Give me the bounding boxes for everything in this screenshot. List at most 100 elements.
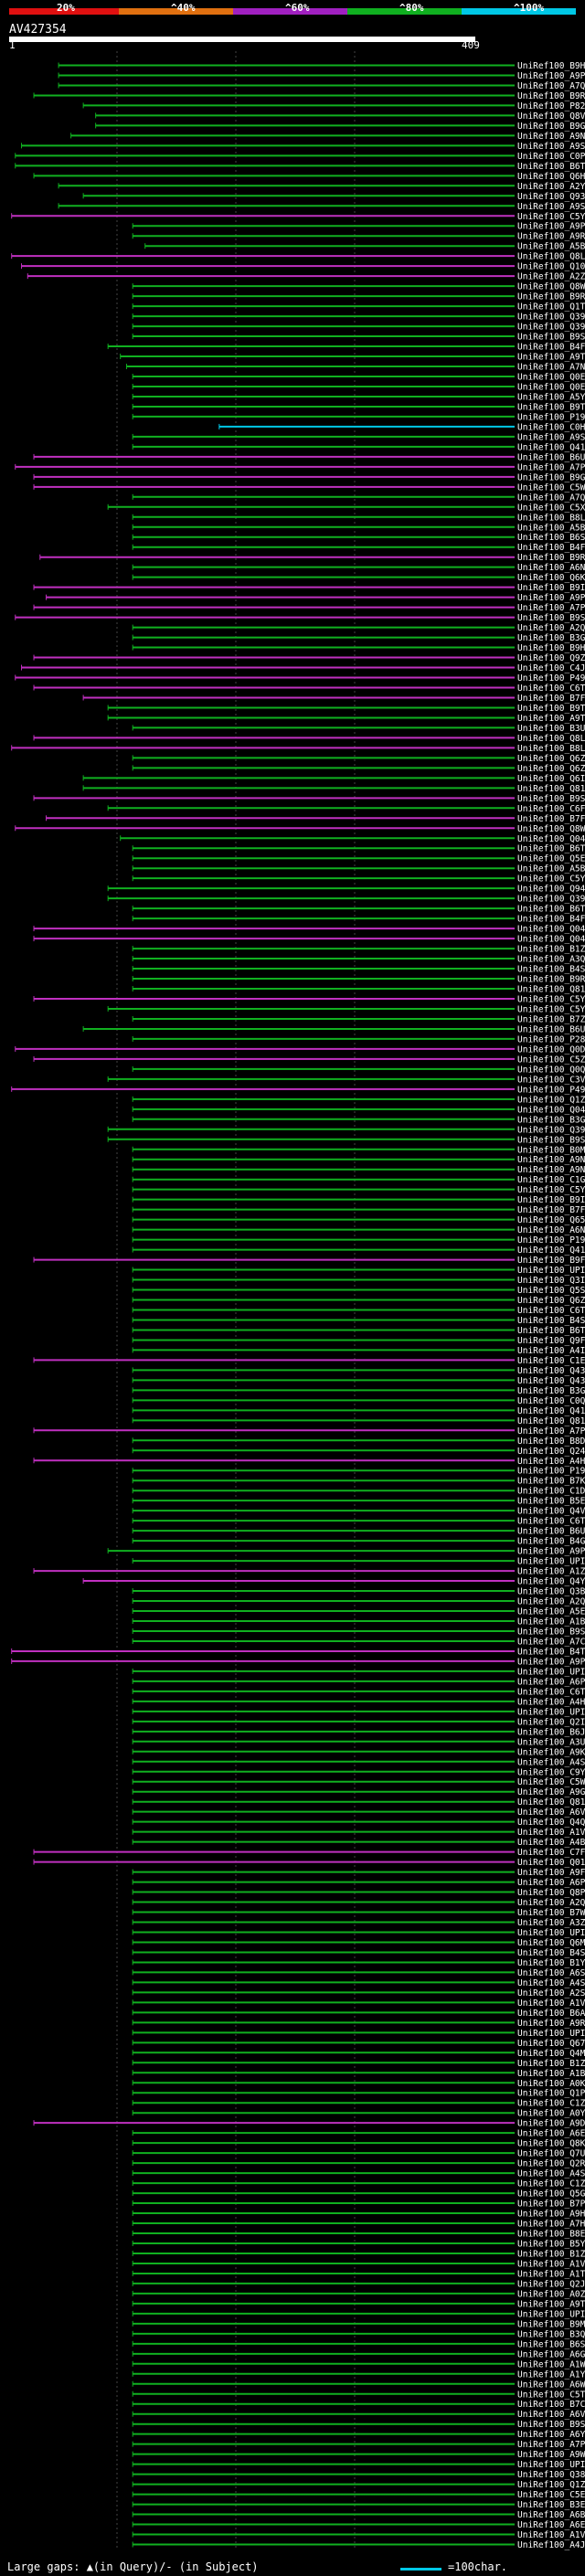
hit-row[interactable]: UniRef100_Q8WZ14 xyxy=(15,824,585,834)
hit-label[interactable]: UniRef100_B1ZWY3 xyxy=(517,945,585,955)
hit-row[interactable]: UniRef100_Q81989 xyxy=(82,784,585,794)
hit-row[interactable]: UniRef100_B4F8L8 xyxy=(132,915,585,925)
hit-label[interactable]: UniRef100_B9I318 xyxy=(517,1195,585,1205)
hit-label[interactable]: UniRef100_C1E5H3 xyxy=(517,1356,585,1366)
hit-label[interactable]: UniRef100_A6W8D4 xyxy=(517,2380,585,2390)
hit-row[interactable]: UniRef100_A1YHK1 xyxy=(132,2369,585,2380)
hit-label[interactable]: UniRef100_B9RHH4 xyxy=(517,91,585,101)
hit-label[interactable]: UniRef100_Q0Q653 xyxy=(517,1065,585,1075)
hit-label[interactable]: UniRef100_C5YSU3 xyxy=(517,1185,585,1195)
hit-row[interactable]: UniRef100_Q9ZUU4 xyxy=(33,653,585,663)
hit-row[interactable]: UniRef100_B8LMB6 xyxy=(11,744,585,754)
hit-row[interactable]: UniRef100_C6TIJ0 xyxy=(132,1306,585,1316)
hit-label[interactable]: UniRef100_B4SD48 xyxy=(517,1316,585,1326)
hit-row[interactable]: UniRef100_B1ZNU4 xyxy=(132,2249,585,2259)
hit-label[interactable]: UniRef100_C6F119 xyxy=(517,804,585,814)
hit-label[interactable]: UniRef100_B3GND9 xyxy=(517,1386,585,1396)
hit-row[interactable]: UniRef100_B1ZUC2 xyxy=(132,2059,585,2069)
hit-row[interactable]: UniRef100_A4SL06 xyxy=(132,1757,585,1767)
hit-label[interactable]: UniRef100_Q39062 xyxy=(517,313,585,323)
hit-label[interactable]: UniRef100_Q6H443 xyxy=(517,172,585,182)
hit-row[interactable]: UniRef100_B4FMY7 xyxy=(132,543,585,553)
hit-row[interactable]: UniRef100_C3V134 xyxy=(107,1075,585,1085)
hit-label[interactable]: UniRef100_B1ZNU4 xyxy=(517,2249,585,2259)
hit-row[interactable]: UniRef100_A2Q8E1 xyxy=(132,1898,585,1908)
hit-row[interactable]: UniRef100_B6J7K1 xyxy=(132,1727,585,1737)
hit-row[interactable]: UniRef100_C5YF03 xyxy=(107,1004,585,1014)
hit-label[interactable]: UniRef100_A1TWH4 xyxy=(517,2269,585,2279)
hit-label[interactable]: UniRef100_Q81PM7 xyxy=(517,1797,585,1807)
hit-row[interactable]: UniRef100_A6G516 xyxy=(132,2349,585,2359)
hit-row[interactable]: UniRef100_A9FC04 xyxy=(132,1868,585,1878)
hit-label[interactable]: UniRef100_Q9FGS0 xyxy=(517,1336,585,1346)
hit-label[interactable]: UniRef100_Q5G249 xyxy=(517,2189,585,2200)
hit-row[interactable]: UniRef100_C5Y077 xyxy=(11,212,585,222)
hit-row[interactable]: UniRef100_B8ES52 xyxy=(132,2230,585,2240)
hit-row[interactable]: UniRef100_UPI000... xyxy=(132,1557,585,1567)
hit-row[interactable]: UniRef100_A9PG08 xyxy=(107,1547,585,1557)
hit-label[interactable]: UniRef100_Q8VYM4 xyxy=(517,111,585,122)
hit-label[interactable]: UniRef100_A5EVT9 xyxy=(517,1607,585,1617)
hit-label[interactable]: UniRef100_B7WYJ1 xyxy=(517,1908,585,1918)
hit-label[interactable]: UniRef100_B9RIJ6 xyxy=(517,553,585,563)
hit-row[interactable]: UniRef100_Q8PNU4 xyxy=(132,1888,585,1898)
hit-row[interactable]: UniRef100_B3GSL0 xyxy=(132,633,585,643)
hit-row[interactable]: UniRef100_A4I834 xyxy=(132,1346,585,1356)
hit-row[interactable]: UniRef100_A9NWK5 xyxy=(132,1155,585,1165)
hit-label[interactable]: UniRef100_A9R1W3 xyxy=(517,2019,585,2029)
hit-row[interactable]: UniRef100_B6TZ60 xyxy=(132,1326,585,1336)
hit-label[interactable]: UniRef100_A0KJ75 xyxy=(517,2079,585,2089)
hit-label[interactable]: UniRef100_P28644 xyxy=(517,1034,585,1044)
hit-label[interactable]: UniRef100_Q6Z129 xyxy=(517,754,585,764)
hit-row[interactable]: UniRef100_UPI000... xyxy=(132,2309,585,2319)
hit-row[interactable]: UniRef100_A6PGS9 xyxy=(132,1878,585,1888)
hit-row[interactable]: UniRef100_Q9FGS0 xyxy=(132,1336,585,1346)
hit-row[interactable]: UniRef100_UPI000... xyxy=(132,1266,585,1276)
hit-label[interactable]: UniRef100_P19682 xyxy=(517,1235,585,1246)
hit-label[interactable]: UniRef100_P82277 xyxy=(517,101,585,111)
hit-row[interactable]: UniRef100_A5BE87 xyxy=(132,523,585,533)
hit-label[interactable]: UniRef100_B9S415 xyxy=(517,2420,585,2430)
hit-label[interactable]: UniRef100_A1BJT0 xyxy=(517,1617,585,1627)
hit-row[interactable]: UniRef100_Q3B603 xyxy=(132,1587,585,1597)
hit-label[interactable]: UniRef100_Q2RKZ4 xyxy=(517,2159,585,2169)
hit-row[interactable]: UniRef100_Q04836 xyxy=(33,935,585,945)
hit-row[interactable]: UniRef100_B7FK16 xyxy=(82,694,585,704)
hit-label[interactable]: UniRef100_A9TL05 xyxy=(517,714,585,724)
hit-label[interactable]: UniRef100_B9H5U2 xyxy=(517,643,585,653)
hit-label[interactable]: UniRef100_C5E3B2 xyxy=(517,2490,585,2500)
hit-label[interactable]: UniRef100_A6G516 xyxy=(517,2349,585,2359)
hit-label[interactable]: UniRef100_A1VWH4 xyxy=(517,1998,585,2009)
hit-label[interactable]: UniRef100_B5Y8E7 xyxy=(517,2239,585,2249)
hit-row[interactable]: UniRef100_B9S415 xyxy=(132,2420,585,2430)
hit-row[interactable]: UniRef100_A0KJ75 xyxy=(132,2079,585,2089)
hit-label[interactable]: UniRef100_B6U471 xyxy=(517,452,585,462)
hit-row[interactable]: UniRef100_UPI000... xyxy=(132,1928,585,1938)
hit-row[interactable]: UniRef100_Q65WA6 xyxy=(132,1215,585,1225)
hit-row[interactable]: UniRef100_A1BFX9 xyxy=(132,2069,585,2079)
hit-row[interactable]: UniRef100_Q0E948 xyxy=(132,372,585,382)
hit-row[interactable]: UniRef100_B6U471 xyxy=(33,452,585,462)
hit-label[interactable]: UniRef100_A1VNL4 xyxy=(517,1828,585,1838)
hit-label[interactable]: UniRef100_B9RRL3 xyxy=(517,292,585,302)
hit-label[interactable]: UniRef100_B9GDG6 xyxy=(517,122,585,132)
hit-row[interactable]: UniRef100_C1DGC6 xyxy=(132,1487,585,1497)
hit-row[interactable]: UniRef100_A7QQW1 xyxy=(132,493,585,503)
hit-row[interactable]: UniRef100_Q6Z129 xyxy=(132,754,585,764)
hit-label[interactable]: UniRef100_A6PGS9 xyxy=(517,1878,585,1888)
hit-label[interactable]: UniRef100_Q4QHH4 xyxy=(517,1818,585,1828)
hit-label[interactable]: UniRef100_B9MIH2 xyxy=(517,2319,585,2329)
hit-row[interactable]: UniRef100_Q3IIC0 xyxy=(132,1276,585,1286)
hit-label[interactable]: UniRef100_A2YZH4 xyxy=(517,182,585,192)
hit-label[interactable]: UniRef100_Q39209 xyxy=(517,895,585,905)
hit-label[interactable]: UniRef100_Q9ZUU4 xyxy=(517,653,585,663)
hit-row[interactable]: UniRef100_B9RIJ6 xyxy=(39,553,585,563)
hit-row[interactable]: UniRef100_Q4V270 xyxy=(132,1507,585,1517)
hit-row[interactable]: UniRef100_UPI000... xyxy=(132,2460,585,2470)
hit-label[interactable]: UniRef100_UPI000... xyxy=(517,1707,585,1717)
hit-row[interactable]: UniRef100_B4G1V3 xyxy=(132,1537,585,1547)
hit-label[interactable]: UniRef100_C9YCG8 xyxy=(517,1767,585,1777)
hit-row[interactable]: UniRef100_Q6M2Y2 xyxy=(132,1938,585,1948)
hit-label[interactable]: UniRef100_P49314 xyxy=(517,673,585,684)
hit-row[interactable]: UniRef100_B6U384 xyxy=(82,1024,585,1034)
